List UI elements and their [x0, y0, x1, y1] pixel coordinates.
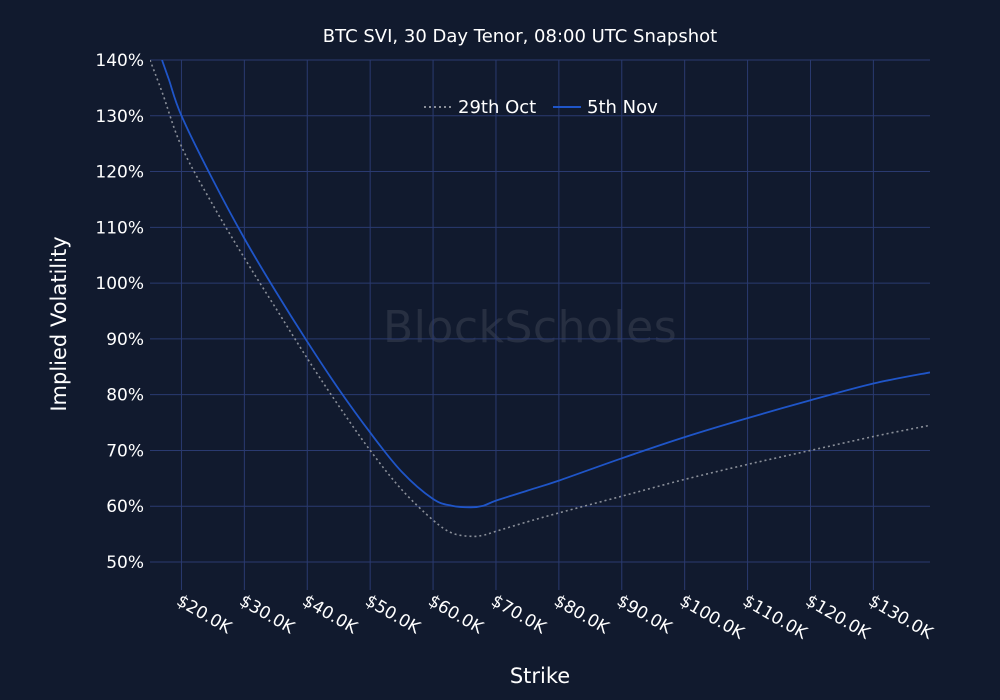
y-tick-label: 110% — [95, 218, 144, 238]
y-tick-label: 60% — [106, 497, 144, 517]
series-line-oct-29 — [150, 60, 930, 538]
y-tick-label: 120% — [95, 163, 144, 183]
x-tick-label: $130.0K — [865, 591, 937, 644]
legend-label: 29th Oct — [458, 97, 536, 118]
x-tick-label: $120.0K — [802, 591, 874, 644]
x-tick-label: $60.0K — [425, 591, 488, 639]
x-tick-label: $110.0K — [739, 591, 811, 644]
x-tick-label: $80.0K — [550, 591, 613, 639]
x-tick-label: $100.0K — [676, 591, 748, 644]
x-tick-label: $30.0K — [236, 591, 299, 639]
y-tick-label: 140% — [95, 51, 144, 71]
y-tick-label: 90% — [106, 330, 144, 350]
y-tick-label: 100% — [95, 274, 144, 294]
y-tick-label: 50% — [106, 553, 144, 573]
x-tick-label: $20.0K — [173, 591, 236, 639]
x-tick-label: $50.0K — [362, 591, 425, 639]
series-line-nov-5 — [161, 60, 930, 509]
watermark: BlockScholes — [383, 302, 678, 353]
y-tick-label: 80% — [106, 386, 144, 406]
chart-title: BTC SVI, 30 Day Tenor, 08:00 UTC Snapsho… — [322, 26, 718, 47]
y-tick-label: 70% — [106, 441, 144, 461]
x-tick-label: $40.0K — [299, 591, 362, 639]
x-tick-label: $70.0K — [487, 591, 550, 639]
x-axis-title: Strike — [509, 664, 571, 688]
legend-label: 5th Nov — [587, 97, 658, 118]
y-tick-label: 130% — [95, 107, 144, 127]
x-tick-label: $90.0K — [613, 591, 676, 639]
y-axis-title: Implied Volatility — [47, 236, 71, 412]
